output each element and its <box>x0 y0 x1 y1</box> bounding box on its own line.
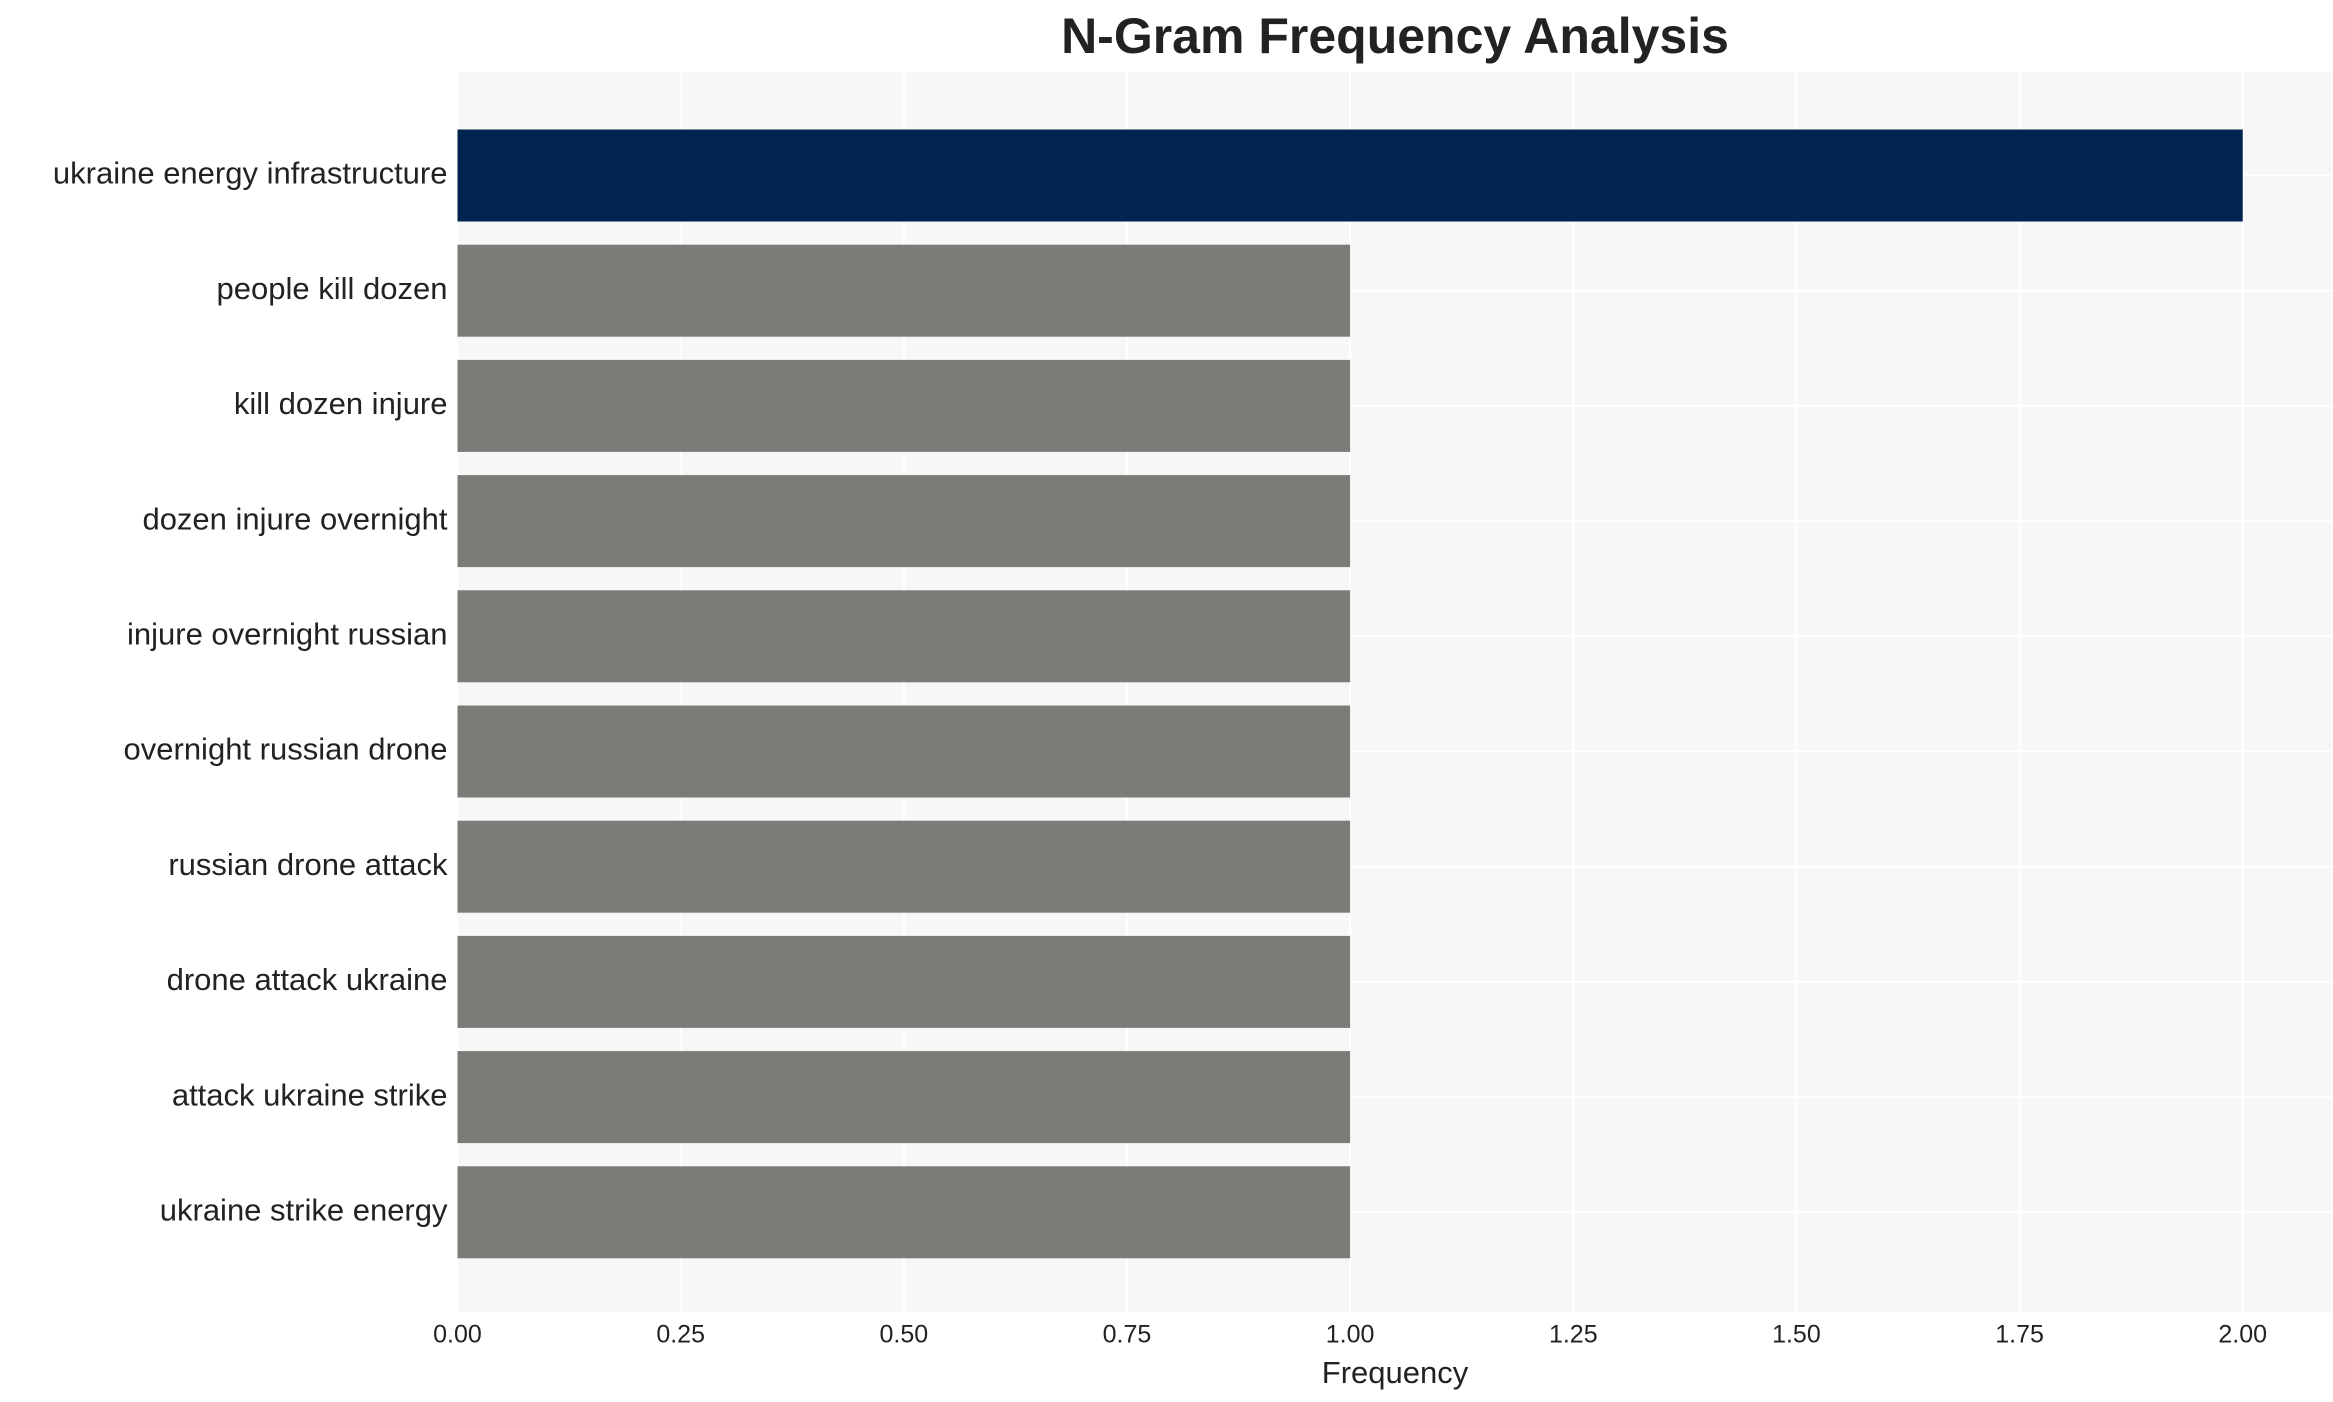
y-tick-label: russian drone attack <box>168 847 448 882</box>
bar <box>457 935 1351 1028</box>
bar <box>457 359 1351 452</box>
x-tick-label: 0.75 <box>1103 1321 1152 1349</box>
x-tick-label: 0.25 <box>656 1321 705 1349</box>
y-tick-label: dozen injure overnight <box>142 501 447 536</box>
x-tick-label: 0.00 <box>433 1321 482 1349</box>
x-tick-label: 1.50 <box>1772 1321 1821 1349</box>
y-tick-label: ukraine strike energy <box>160 1192 448 1227</box>
y-tick-label: overnight russian drone <box>124 732 448 767</box>
y-tick-label: ukraine energy infrastructure <box>53 156 448 191</box>
x-tick-label: 0.50 <box>879 1321 928 1349</box>
bar <box>457 1051 1351 1144</box>
x-tick-label: 1.75 <box>1995 1321 2044 1349</box>
bar <box>457 129 2243 222</box>
y-tick-label: attack ukraine strike <box>172 1077 448 1112</box>
y-tick-label: injure overnight russian <box>127 616 448 651</box>
bar <box>457 475 1351 568</box>
x-tick-label: 1.00 <box>1326 1321 1375 1349</box>
x-tick-label: 2.00 <box>2218 1321 2267 1349</box>
bar <box>457 244 1351 337</box>
bar <box>457 1166 1351 1259</box>
x-tick-label: 1.25 <box>1549 1321 1598 1349</box>
y-tick-label: people kill dozen <box>217 271 448 306</box>
bar <box>457 705 1351 798</box>
bar <box>457 820 1351 913</box>
x-axis-title: Frequency <box>1322 1355 1469 1390</box>
y-tick-label: drone attack ukraine <box>167 962 448 997</box>
y-tick-label: kill dozen injure <box>234 386 448 421</box>
bar <box>457 590 1351 683</box>
chart-title: N-Gram Frequency Analysis <box>1061 8 1729 64</box>
